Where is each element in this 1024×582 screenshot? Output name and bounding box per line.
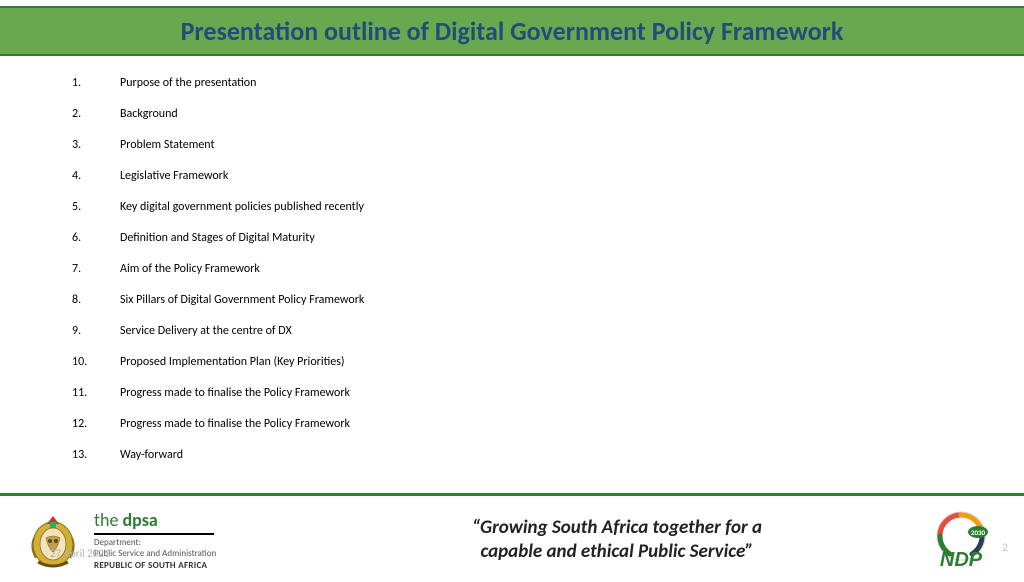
outline-label: Definition and Stages of Digital Maturit… [120, 231, 315, 245]
outline-item: 9. Service Delivery at the centre of DX [72, 324, 1024, 338]
outline-item: 5. Key digital government policies publis… [72, 200, 1024, 214]
footer-divider [0, 493, 1024, 496]
slide-title: Presentation outline of Digital Governme… [181, 15, 844, 47]
outline-item: 3. Problem Statement [72, 138, 1024, 152]
outline-label: Service Delivery at the centre of DX [120, 324, 292, 338]
outline-number: 11. [72, 386, 102, 400]
outline-number: 13. [72, 448, 102, 462]
outline-number: 12. [72, 417, 102, 431]
country-label: REPUBLIC OF SOUTH AFRICA [94, 560, 216, 571]
outline-list: 1. Purpose of the presentation 2. Backgroun… [0, 56, 1024, 462]
outline-label: Purpose of the presentation [120, 76, 256, 90]
footer-motto: “Growing South Africa together for a cap… [344, 516, 890, 564]
outline-number: 9. [72, 324, 102, 338]
outline-item: 12. Progress made to finalise the Policy … [72, 417, 1024, 431]
outline-label: Progress made to finalise the Policy Fra… [120, 417, 350, 431]
outline-number: 1. [72, 76, 102, 90]
outline-number: 10. [72, 355, 102, 369]
footer-left: the dpsa Department: Public Service and … [24, 508, 344, 572]
outline-label: Key digital government policies publishe… [120, 200, 364, 214]
dpsa-name: dpsa [123, 509, 158, 531]
outline-label: Progress made to finalise the Policy Fra… [120, 386, 350, 400]
outline-label: Six Pillars of Digital Government Policy… [120, 293, 364, 307]
coat-of-arms-icon [24, 508, 82, 572]
outline-item: 2. Background [72, 107, 1024, 121]
outline-label: Way-forward [120, 448, 183, 462]
outline-item: 8. Six Pillars of Digital Government Poli… [72, 293, 1024, 307]
outline-label: Background [120, 107, 178, 121]
dept-name: Public Service and Administration [94, 549, 216, 560]
dpsa-title: the dpsa [94, 509, 214, 535]
outline-label: Problem Statement [120, 138, 215, 152]
outline-item: 11. Progress made to finalise the Policy … [72, 386, 1024, 400]
date-stamp: 27 April 2021 [50, 547, 109, 560]
outline-label: Aim of the Policy Framework [120, 262, 260, 276]
outline-number: 6. [72, 231, 102, 245]
outline-label: Legislative Framework [120, 169, 228, 183]
outline-number: 5. [72, 200, 102, 214]
outline-number: 3. [72, 138, 102, 152]
outline-item: 1. Purpose of the presentation [72, 76, 1024, 90]
ndp-logo-icon: 2030 NDP [922, 510, 1000, 570]
footer: the dpsa Department: Public Service and … [0, 498, 1024, 582]
dpsa-block: the dpsa Department: Public Service and … [94, 509, 216, 571]
outline-number: 7. [72, 262, 102, 276]
title-bar: Presentation outline of Digital Governme… [0, 6, 1024, 56]
page-number: 2 [1002, 541, 1008, 554]
motto-line-2: capable and ethical Public Service” [344, 540, 890, 564]
outline-number: 4. [72, 169, 102, 183]
outline-item: 10. Proposed Implementation Plan (Key Pri… [72, 355, 1024, 369]
outline-number: 2. [72, 107, 102, 121]
outline-item: 13. Way-forward [72, 448, 1024, 462]
outline-item: 4. Legislative Framework [72, 169, 1024, 183]
ndp-year: 2030 [971, 528, 986, 537]
outline-number: 8. [72, 293, 102, 307]
ndp-text: NDP [940, 549, 983, 570]
outline-item: 6. Definition and Stages of Digital Matur… [72, 231, 1024, 245]
footer-right: 2030 NDP [890, 510, 1000, 570]
motto-line-1: “Growing South Africa together for a [344, 516, 890, 540]
outline-label: Proposed Implementation Plan (Key Priori… [120, 355, 345, 369]
dpsa-prefix: the [94, 509, 123, 531]
outline-item: 7. Aim of the Policy Framework [72, 262, 1024, 276]
